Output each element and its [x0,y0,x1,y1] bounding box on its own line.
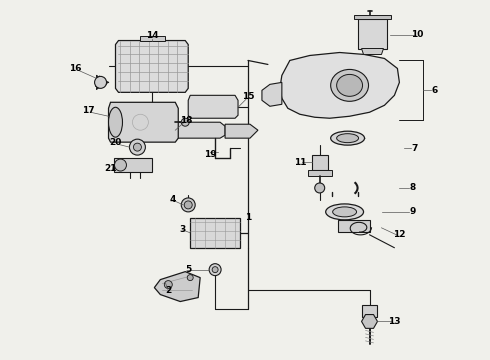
Text: 1: 1 [245,213,251,222]
Circle shape [95,76,106,88]
Text: 15: 15 [242,92,254,101]
Circle shape [133,143,142,151]
Ellipse shape [331,69,368,101]
Polygon shape [114,158,152,172]
Text: 10: 10 [411,30,423,39]
Circle shape [187,275,193,280]
Polygon shape [225,124,258,138]
Ellipse shape [331,131,365,145]
Polygon shape [188,95,238,118]
Text: 16: 16 [70,64,82,73]
Text: 4: 4 [169,195,175,204]
Polygon shape [362,49,384,54]
Text: 11: 11 [294,158,306,167]
Polygon shape [280,53,399,118]
Ellipse shape [333,207,357,217]
Polygon shape [354,15,392,19]
Circle shape [184,201,192,209]
Polygon shape [108,102,178,142]
Text: 8: 8 [409,184,416,193]
Polygon shape [154,272,200,302]
Text: 3: 3 [179,225,185,234]
Circle shape [212,267,218,273]
Ellipse shape [337,134,359,143]
Polygon shape [362,315,377,328]
Text: 2: 2 [165,286,172,295]
Circle shape [164,280,172,289]
Polygon shape [358,19,388,49]
Polygon shape [141,36,165,41]
Text: 17: 17 [82,106,95,115]
Circle shape [181,118,189,126]
Circle shape [115,159,126,171]
Polygon shape [152,122,225,138]
Circle shape [129,139,146,155]
Polygon shape [262,82,282,106]
Ellipse shape [108,107,122,137]
Text: 12: 12 [393,230,406,239]
Polygon shape [190,218,240,248]
Text: 18: 18 [180,116,193,125]
Polygon shape [338,220,369,232]
Text: 14: 14 [146,31,159,40]
Circle shape [181,198,195,212]
Text: 21: 21 [104,163,117,172]
Text: 6: 6 [431,86,438,95]
Ellipse shape [326,204,364,220]
Circle shape [315,183,325,193]
Circle shape [209,264,221,276]
Polygon shape [308,170,332,176]
Text: 13: 13 [388,317,401,326]
Ellipse shape [337,75,363,96]
Polygon shape [116,41,188,92]
Text: 7: 7 [411,144,417,153]
Text: 19: 19 [204,150,217,159]
Text: 9: 9 [409,207,416,216]
Text: 20: 20 [109,138,122,147]
Polygon shape [312,155,328,170]
Text: 5: 5 [185,265,191,274]
Polygon shape [362,305,377,318]
